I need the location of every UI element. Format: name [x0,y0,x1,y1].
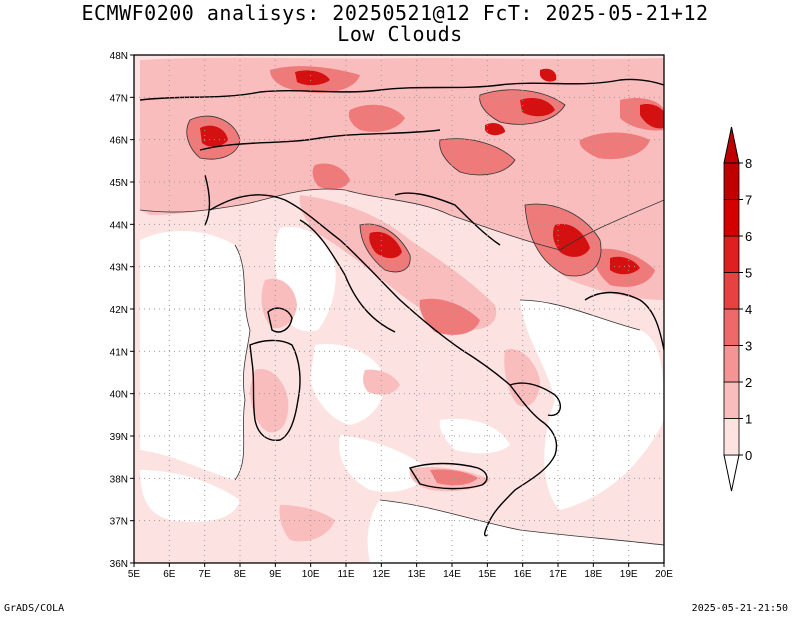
lon-label: 18E [584,569,602,580]
colorbar-label: 2 [745,375,752,390]
lat-label: 42N [110,305,128,316]
colorbar-segment [723,162,740,200]
lon-label: 11E [337,569,354,580]
lat-lon-grid [134,55,664,563]
lon-label: 12E [372,569,390,580]
footer-timestamp: 2025-05-21-21:50 [691,603,788,614]
lon-label: 13E [408,569,426,580]
colorbar-segment [723,345,740,383]
lon-label: 8E [234,569,247,580]
latitude-labels: 48N 47N 46N 45N 44N 43N 42N 41N 40N 39N 38N 37N 36N [110,51,134,570]
colorbar-over-arrow [723,126,740,164]
lat-label: 37N [110,517,128,528]
lat-label: 43N [110,263,128,274]
lat-label: 39N [110,432,128,443]
lon-label: 16E [514,569,532,580]
lon-label: 17E [549,569,567,580]
footer-credit: GrADS/COLA [4,603,65,614]
lon-label: 14E [443,569,461,580]
colorbar-segment [723,308,740,346]
colorbar-label: 4 [745,302,752,317]
colorbar-segment [723,418,740,456]
colorbar-label: 3 [745,339,752,354]
map-title: ECMWF0200 analisys: 20250521@12 FcT: 202… [81,1,709,25]
lat-label: 38N [110,474,128,485]
lat-label: 36N [110,559,128,570]
colorbar-label: 5 [745,266,752,281]
lon-label: 6E [163,569,176,580]
colorbar-label: 8 [745,156,752,171]
colorbar-segment [723,272,740,310]
colorbar-segment [723,235,740,273]
colorbar: 0 1 2 3 4 5 6 7 8 [723,126,752,492]
lon-label: 9E [269,569,282,580]
colorbar-label: 6 [745,229,752,244]
coastlines [139,78,664,537]
longitude-labels: 5E 6E 7E 8E 9E 10E 11E 12E 13E 14E 15E 16E 17E 18E 19E… [128,563,673,580]
map-subtitle: Low Clouds [337,22,463,46]
lon-label: 5E [128,569,141,580]
lon-label: 15E [478,569,496,580]
contour-lines [139,89,664,546]
lat-label: 45N [110,178,128,189]
lat-label: 47N [110,93,128,104]
lat-label: 44N [110,220,128,231]
lat-label: 46N [110,136,128,147]
colorbar-segment [723,199,740,237]
colorbar-label: 7 [745,193,752,208]
colorbar-segment [723,381,740,419]
lon-label: 7E [199,569,212,580]
lat-label: 48N [110,51,128,62]
clear-sky-areas [140,226,664,563]
lon-label: 20E [655,569,673,580]
colorbar-label: 1 [745,412,752,427]
lat-label: 40N [110,390,128,401]
colorbar-label: 0 [745,448,752,463]
colorbar-under-arrow [723,454,740,492]
lon-label: 10E [302,569,320,580]
lat-label: 41N [110,347,128,358]
lon-label: 19E [620,569,638,580]
